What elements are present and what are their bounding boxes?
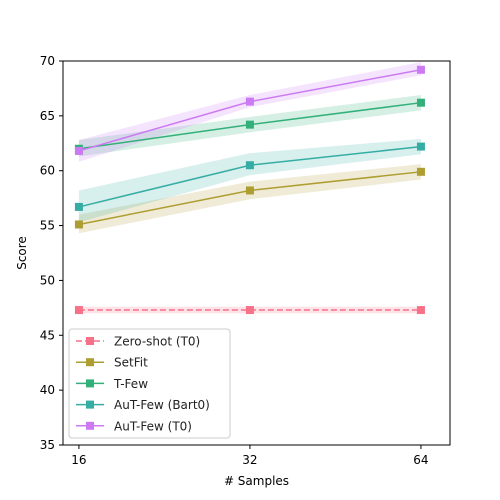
data-point xyxy=(416,306,425,315)
legend-entry-label: AuT-Few (T0) xyxy=(114,419,192,433)
y-tick-label: 60 xyxy=(40,164,55,178)
data-point xyxy=(245,120,254,129)
legend-marker xyxy=(86,379,94,388)
y-tick-label: 55 xyxy=(40,219,55,233)
data-point xyxy=(416,142,425,151)
x-tick-label: 16 xyxy=(71,453,86,467)
legend-marker xyxy=(86,337,94,345)
y-tick-label: 65 xyxy=(40,109,55,123)
plot-frame xyxy=(62,60,451,446)
data-point xyxy=(245,186,254,195)
data-point xyxy=(245,97,254,106)
data-point xyxy=(74,306,83,315)
legend-marker xyxy=(86,358,94,367)
y-axis-label: Score xyxy=(15,236,29,270)
data-point xyxy=(416,167,425,176)
x-tick-label: 64 xyxy=(413,453,428,467)
band-4 xyxy=(78,62,421,162)
legend-box xyxy=(68,328,231,439)
data-point xyxy=(245,306,254,315)
series-lines xyxy=(74,65,425,315)
y-tick-label: 50 xyxy=(40,273,55,287)
legend-entry-label: Zero-shot (T0) xyxy=(114,335,200,349)
y-tick-label: 40 xyxy=(40,383,55,397)
data-point xyxy=(74,220,83,229)
data-point xyxy=(416,65,425,74)
legend: Zero-shot (T0) SetFit T-Few AuT-Few (Bart0)… xyxy=(68,328,231,439)
legend-entry-label: SetFit xyxy=(114,356,148,370)
data-point xyxy=(245,161,254,170)
legend-marker xyxy=(86,400,94,409)
data-point xyxy=(416,98,425,107)
legend-entry-label: AuT-Few (Bart0) xyxy=(114,398,210,412)
y-tick-label: 45 xyxy=(40,328,55,342)
band-3 xyxy=(78,138,421,223)
legend-entry-label: T-Few xyxy=(113,377,148,391)
data-point xyxy=(74,146,83,155)
x-tick-label: 32 xyxy=(242,453,257,467)
legend-marker xyxy=(86,421,94,430)
axes: 35 40 45 50 55 60 65 70 16 32 64 xyxy=(40,54,451,467)
x-axis-label: # Samples xyxy=(224,474,289,488)
data-point xyxy=(74,202,83,211)
y-tick-label: 70 xyxy=(40,54,55,68)
y-tick-label: 35 xyxy=(40,438,55,452)
